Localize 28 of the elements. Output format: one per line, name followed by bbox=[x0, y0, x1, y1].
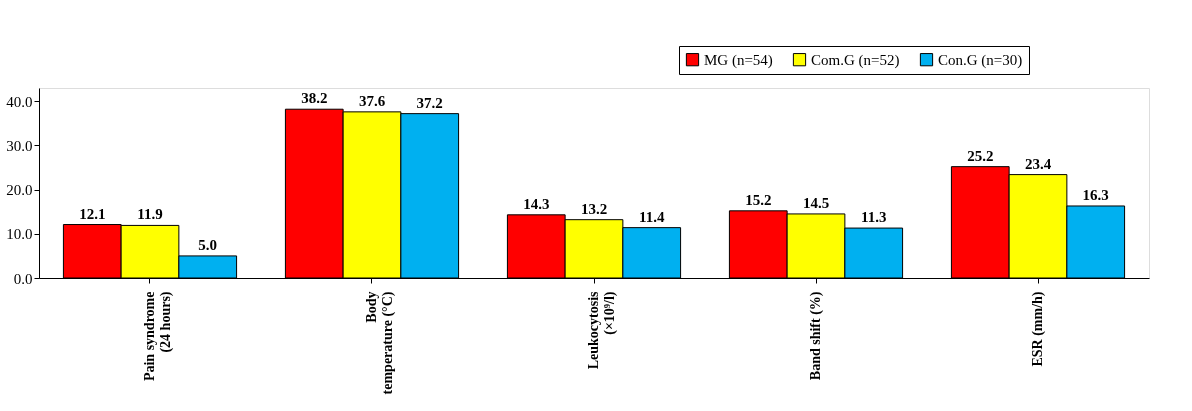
data-label: 11.3 bbox=[861, 209, 887, 226]
data-label: 15.2 bbox=[745, 191, 772, 208]
y-tick-label: 30.0 bbox=[6, 137, 33, 154]
y-tick-label: 10.0 bbox=[6, 226, 33, 243]
data-label: 38.2 bbox=[301, 90, 328, 107]
legend-label: Com.G (n=52) bbox=[811, 51, 900, 69]
x-tick-label: Leukocytosis (×10⁹/l) bbox=[586, 290, 618, 370]
y-tick-label: 20.0 bbox=[6, 182, 33, 199]
data-label: 5.0 bbox=[198, 236, 218, 253]
data-label: 16.3 bbox=[1082, 186, 1109, 203]
data-label: 11.9 bbox=[137, 206, 163, 223]
y-tick-label: 0.0 bbox=[13, 270, 33, 287]
data-label: 11.4 bbox=[639, 208, 665, 225]
data-label: 14.3 bbox=[523, 195, 550, 212]
data-label: 25.2 bbox=[967, 147, 994, 164]
data-label: 13.2 bbox=[580, 200, 608, 217]
data-label: 23.4 bbox=[1024, 155, 1052, 172]
data-label: 14.5 bbox=[802, 194, 830, 211]
data-label: 12.1 bbox=[79, 205, 106, 222]
data-label: 37.6 bbox=[358, 92, 386, 109]
x-tick-label: Body temperature (°C) bbox=[364, 291, 396, 395]
data-label: 37.2 bbox=[416, 94, 443, 111]
x-tick-label: ESR (mm/h) bbox=[1030, 291, 1046, 367]
x-tick-label: Pain syndrome (24 hours) bbox=[142, 291, 174, 382]
legend-label: Con.G (n=30) bbox=[938, 51, 1023, 69]
y-tick-label: 40.0 bbox=[6, 93, 33, 110]
x-tick-label: Band shift (%) bbox=[808, 291, 824, 381]
legend-label: MG (n=54) bbox=[704, 51, 773, 69]
